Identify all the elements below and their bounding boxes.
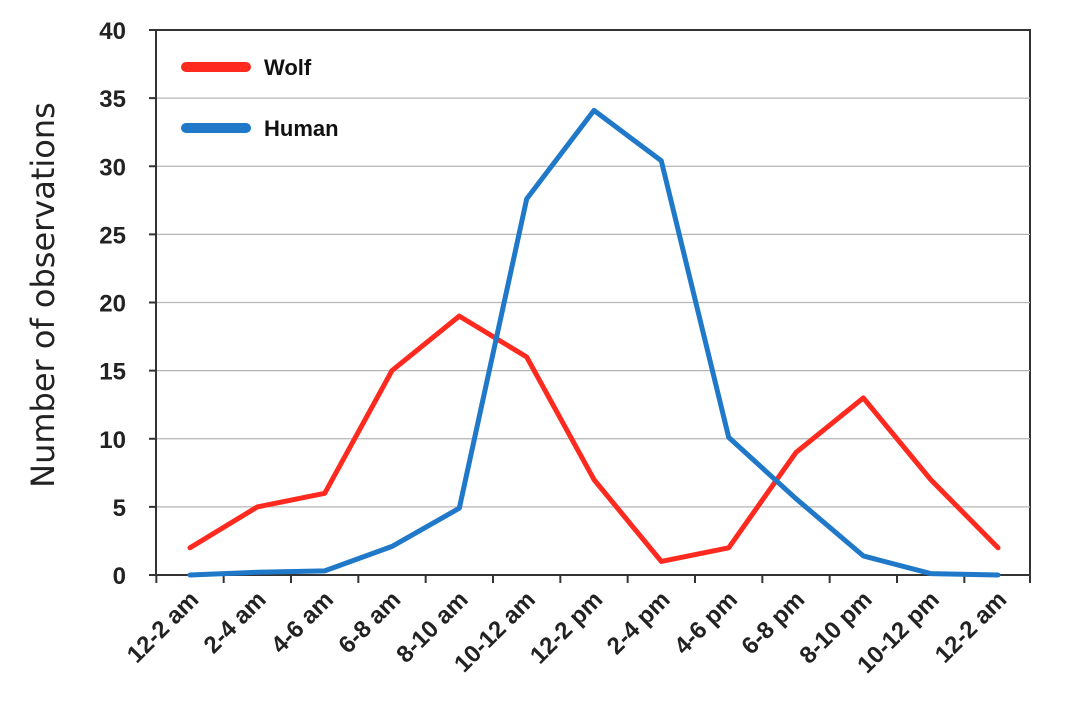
y-tick-label: 30 [99,154,126,181]
x-tick-label: 2-4 am [199,586,272,659]
legend: Wolf Human [181,55,339,141]
y-tick-label: 35 [99,86,126,113]
x-tick-label: 4-6 pm [669,586,743,660]
y-tick-label: 15 [99,359,126,386]
x-tick-label: 12-2 pm [525,586,608,669]
y-tick-label: 20 [99,291,126,318]
y-tick-label: 40 [99,18,126,45]
x-tick-label: 2-4 pm [602,586,676,660]
x-tick-label: 12-2 am [930,586,1012,668]
series-line-wolf [187,313,1001,564]
gridlines [156,97,1030,508]
x-tick-label: 4-6 am [266,586,339,659]
series-line-human [187,107,1001,578]
y-axis-title: Number of observations [24,102,62,488]
legend-label-human: Human [264,116,339,141]
x-tick-label: 12-2 am [122,586,204,668]
y-tick-label: 10 [99,427,126,454]
y-tick-label: 25 [99,222,126,249]
y-tick-label: 5 [113,495,126,522]
y-tick-label: 0 [113,563,126,590]
series-lines [187,107,1001,578]
legend-label-wolf: Wolf [264,55,312,80]
